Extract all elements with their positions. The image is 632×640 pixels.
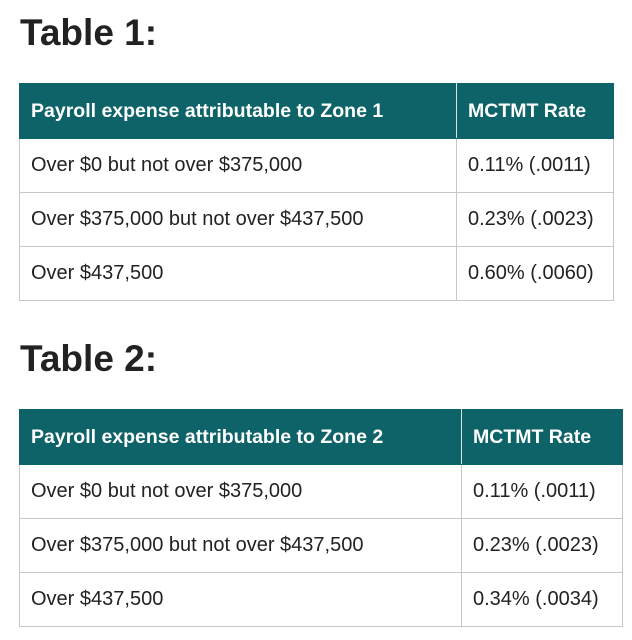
column-header-payroll: Payroll expense attributable to Zone 2 [19,409,462,465]
payroll-range-cell: Over $375,000 but not over $437,500 [19,192,457,247]
table-1: Payroll expense attributable to Zone 1 M… [19,83,614,301]
payroll-range-cell: Over $437,500 [19,572,462,627]
rate-cell: 0.34% (.0034) [461,572,623,627]
payroll-range-cell: Over $437,500 [19,246,457,301]
rate-cell: 0.60% (.0060) [456,246,614,301]
table-1-heading: Table 1: [20,12,158,53]
payroll-range-cell: Over $375,000 but not over $437,500 [19,518,462,573]
rate-cell: 0.11% (.0011) [456,138,614,193]
table-row: Over $0 but not over $375,000 0.11% (.00… [19,464,623,519]
table-row: Over $375,000 but not over $437,500 0.23… [19,192,614,247]
payroll-range-cell: Over $0 but not over $375,000 [19,138,457,193]
table-header-row: Payroll expense attributable to Zone 2 M… [19,409,623,465]
table-row: Over $375,000 but not over $437,500 0.23… [19,518,623,573]
rate-cell: 0.11% (.0011) [461,464,623,519]
column-header-rate: MCTMT Rate [461,409,623,465]
table-2-heading: Table 2: [20,338,158,379]
table-row: Over $0 but not over $375,000 0.11% (.00… [19,138,614,193]
table-header-row: Payroll expense attributable to Zone 1 M… [19,83,614,139]
rate-cell: 0.23% (.0023) [461,518,623,573]
column-header-payroll: Payroll expense attributable to Zone 1 [19,83,457,139]
table-2: Payroll expense attributable to Zone 2 M… [19,409,623,627]
table-row: Over $437,500 0.60% (.0060) [19,246,614,301]
column-header-rate: MCTMT Rate [456,83,614,139]
rate-cell: 0.23% (.0023) [456,192,614,247]
table-row: Over $437,500 0.34% (.0034) [19,572,623,627]
payroll-range-cell: Over $0 but not over $375,000 [19,464,462,519]
